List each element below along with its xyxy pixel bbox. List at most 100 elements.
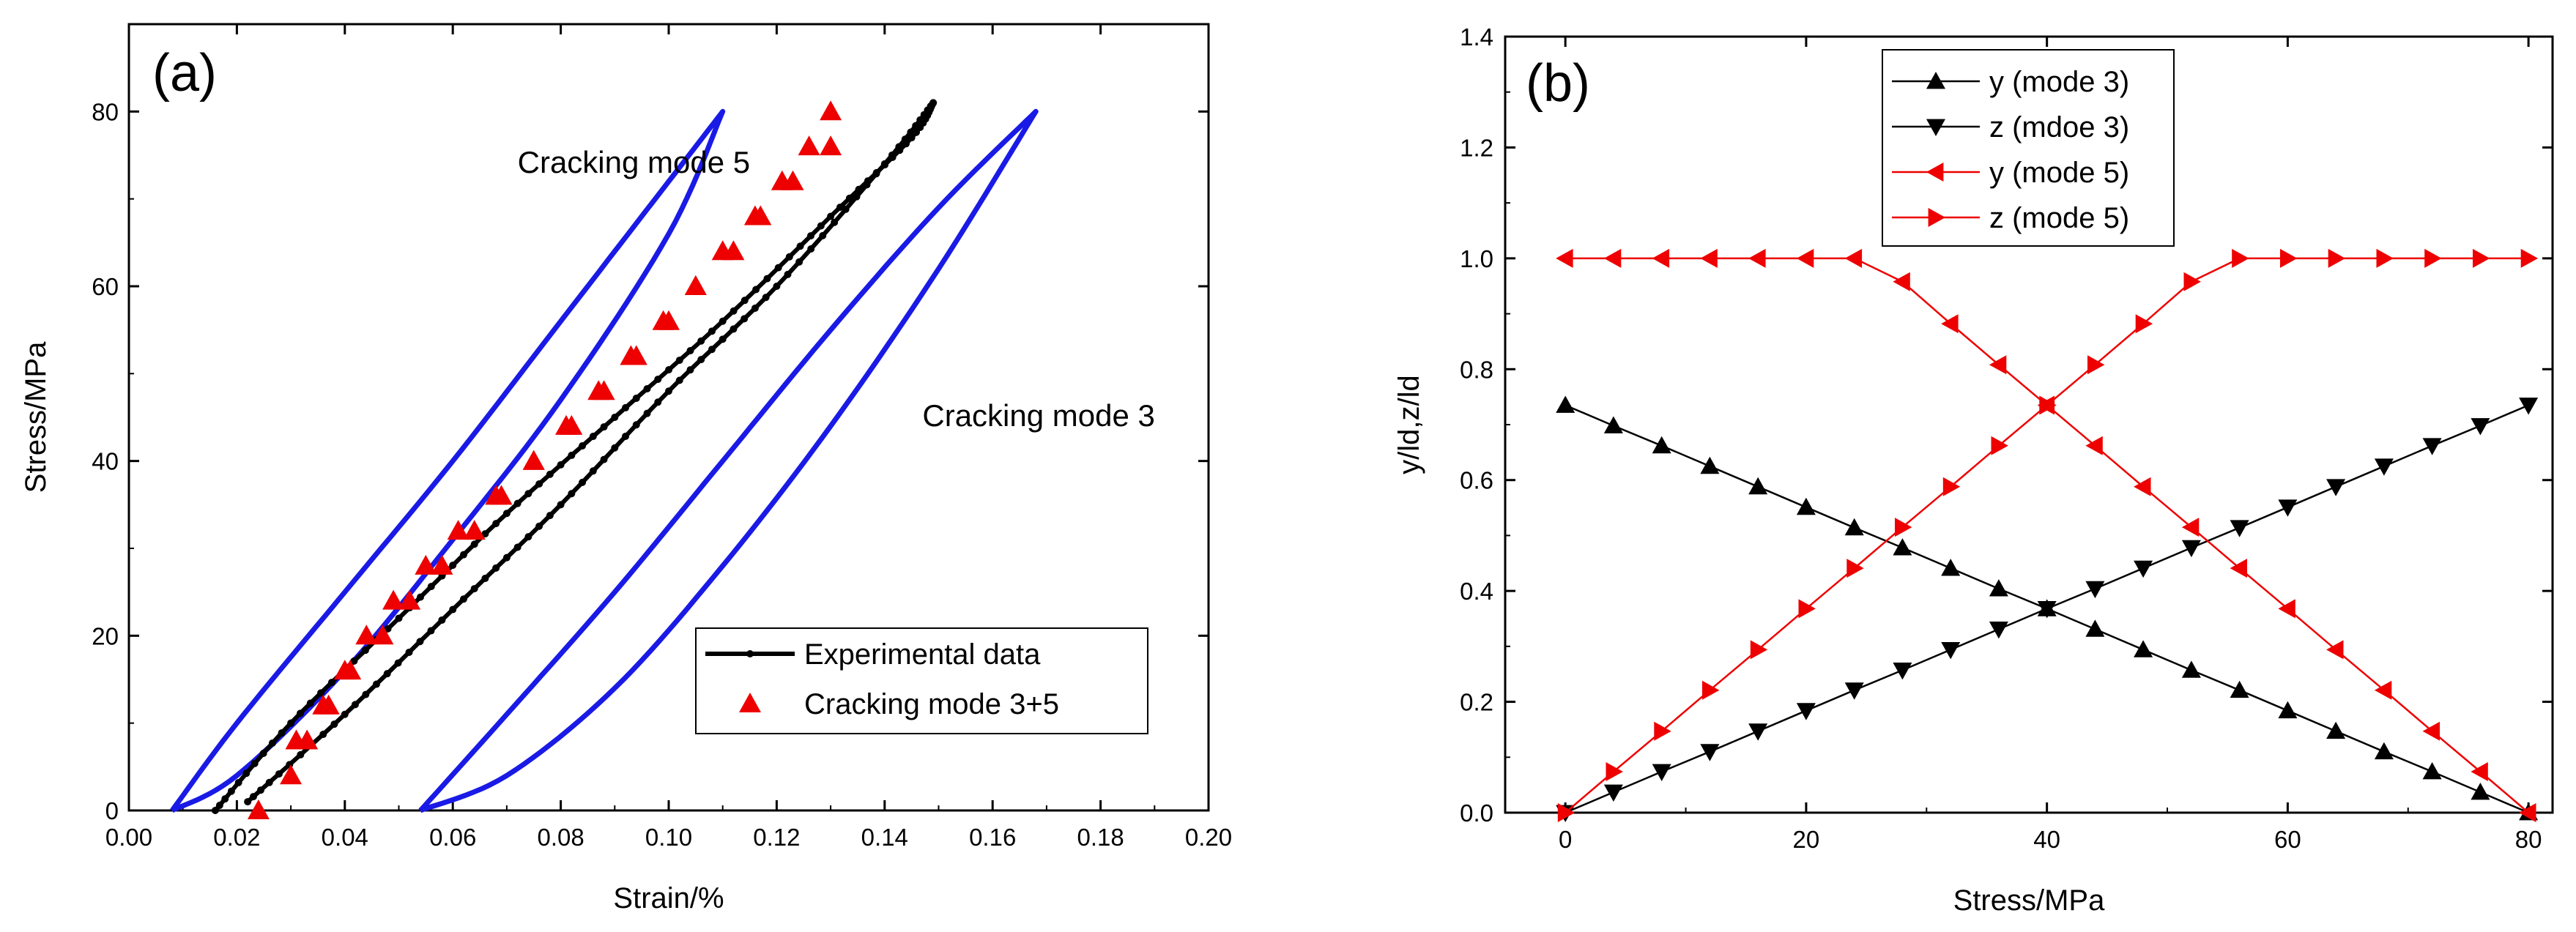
experimental-point xyxy=(807,245,815,253)
legend-b-z-mode3-label: z (mdoe 3) xyxy=(1989,111,2129,143)
experimental-point xyxy=(611,444,619,452)
experimental-point xyxy=(762,294,770,302)
experimental-point xyxy=(268,739,276,747)
y-axis-label: Stress/MPa xyxy=(20,341,52,493)
y-tick-label: 1.2 xyxy=(1460,134,1493,161)
legend-a-box xyxy=(695,627,1148,734)
z-mode5-point xyxy=(2087,355,2105,375)
experimental-point xyxy=(416,593,424,601)
experimental-point xyxy=(697,337,705,345)
z-mode5-point xyxy=(1654,721,1671,741)
x-tick-label: 0.02 xyxy=(213,824,260,851)
z-mode3-point xyxy=(1796,703,1816,720)
experimental-point xyxy=(752,286,760,294)
z-mode3-point xyxy=(1700,744,1720,761)
x-tick-label: 0.20 xyxy=(1185,824,1232,851)
experimental-point xyxy=(568,451,576,459)
experimental-point xyxy=(675,357,683,365)
experimental-point xyxy=(259,749,267,757)
experimental-point xyxy=(901,135,909,143)
y-mode5-point xyxy=(2422,721,2440,741)
z-mode3-point xyxy=(2471,418,2490,436)
experimental-point xyxy=(888,151,897,159)
experimental-point xyxy=(740,297,749,305)
experimental-point xyxy=(394,659,402,667)
experimental-point xyxy=(416,638,424,646)
y-mode3-point xyxy=(2278,701,2298,719)
experimental-point xyxy=(470,540,478,548)
experimental-point xyxy=(842,205,850,213)
y-tick-label: 40 xyxy=(92,448,119,475)
z-mode5-point xyxy=(2183,272,2201,291)
y-mode5-point xyxy=(1893,272,1910,291)
x-tick-label: 0.08 xyxy=(537,824,584,851)
experimental-point xyxy=(330,720,338,728)
z-mode3-point xyxy=(1844,682,1864,700)
experimental-point xyxy=(708,346,716,354)
experimental-point xyxy=(784,270,792,278)
y-mode3-point xyxy=(2230,680,2249,698)
legend-a-mode35-marker xyxy=(739,693,761,712)
mode35-point xyxy=(490,485,513,505)
y-mode3-point xyxy=(2085,619,2105,637)
z-mode5-point xyxy=(1991,436,2008,455)
experimental-point xyxy=(719,317,727,325)
mode35-point xyxy=(355,625,378,645)
experimental-point xyxy=(327,679,335,687)
y-mode3-point xyxy=(1652,436,1671,454)
mode35-point xyxy=(684,275,707,295)
y-mode3-point xyxy=(2134,640,2153,657)
legend-b-z-mode3-marker xyxy=(1926,119,1945,136)
experimental-point xyxy=(513,499,521,507)
experimental-point xyxy=(297,750,305,758)
y-tick-label: 80 xyxy=(92,98,119,125)
y-mode3-point xyxy=(2422,762,2442,780)
legend-b-z-mode5-label: z (mode 5) xyxy=(1989,202,2129,234)
y-tick-label: 0.0 xyxy=(1460,799,1493,827)
experimental-point xyxy=(568,490,576,498)
experimental-point xyxy=(481,574,489,582)
mode3-loop-curve xyxy=(418,108,1039,813)
x-tick-label: 0.12 xyxy=(753,824,800,851)
experimental-point xyxy=(632,394,640,402)
experimental-point xyxy=(362,690,370,698)
experimental-point xyxy=(256,786,264,794)
mode35-point xyxy=(382,589,405,610)
z-mode5-point xyxy=(1702,680,1720,700)
mode35-point xyxy=(285,729,308,750)
z-mode5-point xyxy=(1846,559,1864,578)
y-mode3-point xyxy=(1556,395,1575,413)
y-mode3-point xyxy=(2374,742,2394,760)
experimental-point xyxy=(502,510,511,518)
experimental-point xyxy=(215,802,223,810)
x-tick-label: 0.06 xyxy=(429,824,476,851)
experimental-point xyxy=(697,356,705,364)
experimental-point xyxy=(297,709,305,717)
experimental-point xyxy=(827,212,835,220)
experimental-point xyxy=(920,111,928,119)
x-tick-label: 20 xyxy=(1793,826,1820,853)
z-mode3-point xyxy=(2181,540,2201,558)
x-axis-label: Stress/MPa xyxy=(1953,884,2105,917)
legend-a-experimental-marker xyxy=(746,650,754,657)
z-mode5-point xyxy=(2424,248,2442,268)
z-mode3-point xyxy=(2085,581,2105,599)
experimental-point xyxy=(249,793,257,801)
z-mode3-point xyxy=(2134,560,2153,578)
y-mode3-point xyxy=(1603,416,1623,433)
experimental-point xyxy=(654,398,662,406)
y-mode5-point xyxy=(2230,559,2247,578)
x-tick-label: 0.14 xyxy=(861,824,908,851)
y-mode3-point xyxy=(1844,518,1864,536)
experimental-point xyxy=(665,387,672,395)
experimental-point xyxy=(513,543,521,551)
z-mode3-point xyxy=(1941,642,1961,660)
y-mode3-point xyxy=(2326,721,2346,739)
experimental-point xyxy=(557,461,565,469)
experimental-point xyxy=(275,770,283,778)
y-mode5-point xyxy=(1796,248,1814,268)
experimental-point xyxy=(632,421,640,429)
z-mode3-point xyxy=(2519,398,2539,415)
z-mode5-point xyxy=(2520,248,2539,268)
